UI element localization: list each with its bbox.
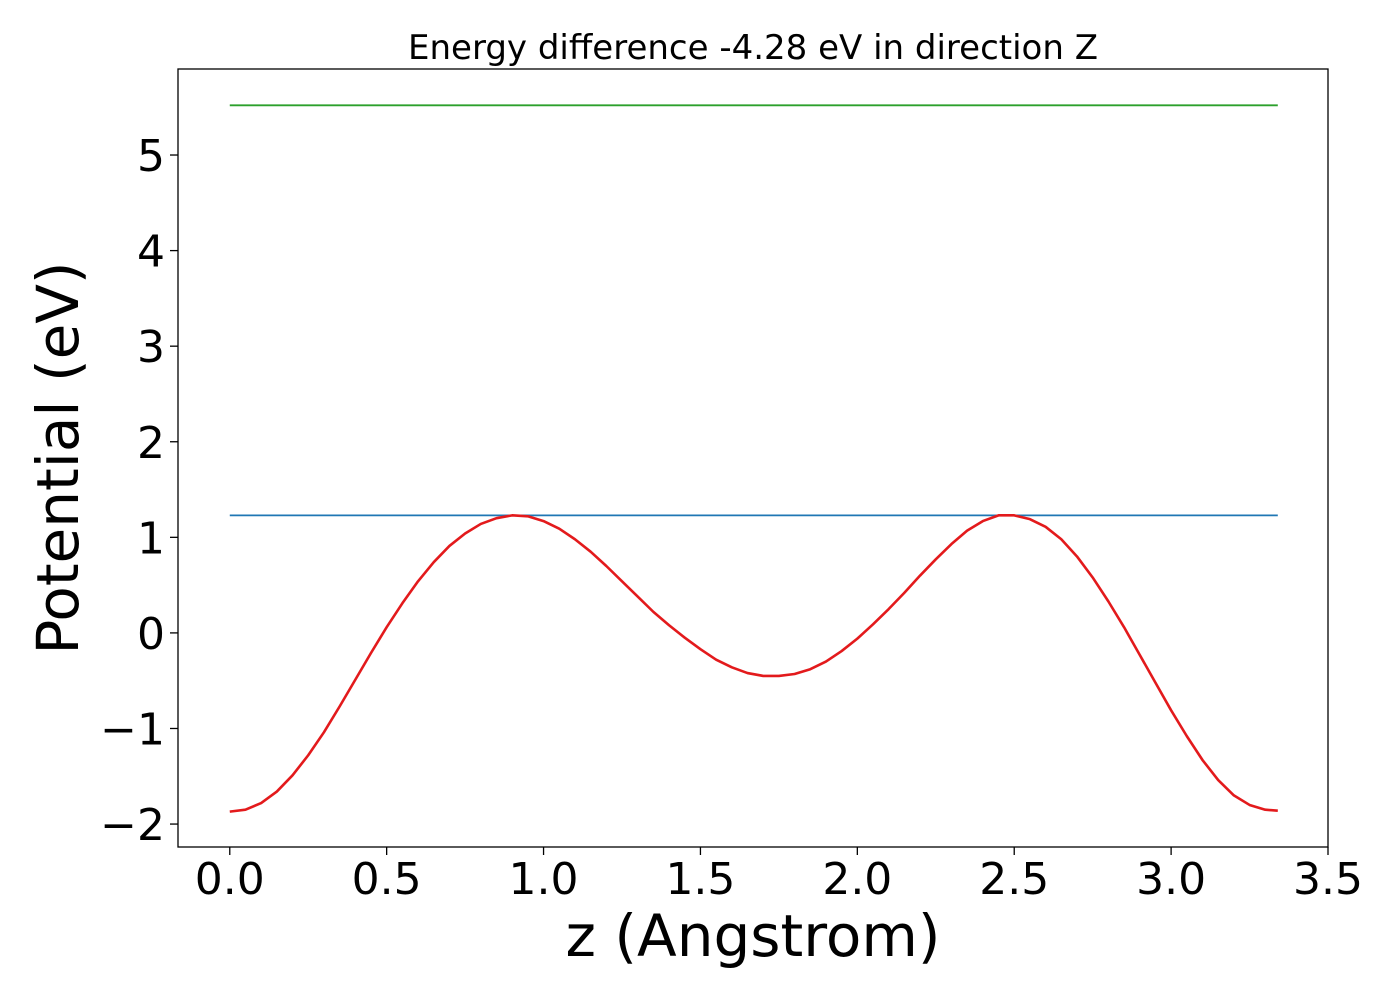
y-tick-label: 4 bbox=[137, 227, 165, 278]
x-tick-label: 1.5 bbox=[665, 854, 735, 905]
x-tick-label: 2.5 bbox=[979, 854, 1049, 905]
x-tick-label: 3.5 bbox=[1293, 854, 1363, 905]
series-layer bbox=[229, 104, 1278, 813]
y-tick-label: 1 bbox=[137, 513, 165, 564]
y-tick-label: 0 bbox=[137, 609, 165, 660]
x-axis: 0.0 0.5 1.0 1.5 2.0 2.5 3.0 3.5 bbox=[195, 847, 1363, 905]
y-tick-label: 2 bbox=[137, 418, 165, 469]
y-tick-label: 3 bbox=[137, 322, 165, 373]
x-tick-label: 0.5 bbox=[352, 854, 422, 905]
series-line-2 bbox=[229, 514, 1278, 813]
y-tick-label: 5 bbox=[137, 131, 165, 182]
y-tick-label: −2 bbox=[100, 800, 165, 851]
x-tick-label: 0.0 bbox=[195, 854, 265, 905]
x-tick-label: 2.0 bbox=[822, 854, 892, 905]
y-axis: −2 −1 0 1 2 3 4 5 bbox=[100, 131, 178, 851]
x-axis-label: z (Angstrom) bbox=[566, 902, 941, 970]
x-tick-label: 1.0 bbox=[509, 854, 579, 905]
y-tick-label: −1 bbox=[100, 704, 165, 755]
x-tick-label: 3.0 bbox=[1136, 854, 1206, 905]
plot-frame bbox=[177, 68, 1329, 848]
chart-title: Energy difference -4.28 eV in direction … bbox=[408, 28, 1098, 68]
y-axis-label: Potential (eV) bbox=[24, 261, 92, 654]
